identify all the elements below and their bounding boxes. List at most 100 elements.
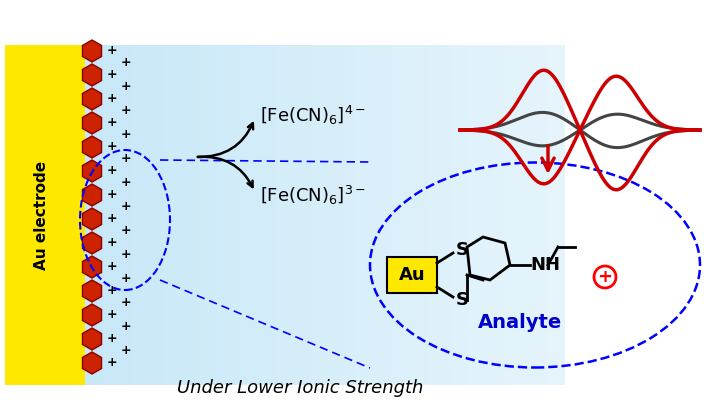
Text: +: + (107, 309, 117, 322)
Polygon shape (83, 88, 102, 110)
Text: +: + (121, 57, 131, 70)
Text: +: + (598, 268, 613, 286)
Text: [Fe(CN)$_6$]$^{4-}$: [Fe(CN)$_6$]$^{4-}$ (260, 103, 366, 126)
Bar (169, 45, 175, 385)
Bar (253, 45, 259, 385)
Bar (493, 45, 499, 385)
Bar (145, 45, 151, 385)
Bar (451, 45, 457, 385)
Circle shape (594, 266, 616, 288)
Text: +: + (107, 237, 117, 249)
Bar (235, 45, 241, 385)
Bar (505, 45, 511, 385)
Text: +: + (107, 45, 117, 58)
Text: S: S (456, 241, 469, 259)
Bar (109, 45, 115, 385)
Bar (541, 45, 547, 385)
Bar (349, 45, 355, 385)
Bar (193, 45, 199, 385)
Bar (5, 45, 85, 385)
Bar (373, 45, 379, 385)
Bar (337, 45, 343, 385)
Text: +: + (121, 153, 131, 166)
Bar (487, 45, 493, 385)
Polygon shape (83, 184, 102, 206)
Polygon shape (83, 112, 102, 134)
Bar (559, 45, 565, 385)
Bar (241, 45, 247, 385)
Text: +: + (107, 68, 117, 81)
Polygon shape (83, 160, 102, 182)
Bar (421, 45, 427, 385)
Text: +: + (121, 345, 131, 358)
Text: +: + (121, 273, 131, 286)
Bar (387, 257, 437, 293)
Bar (523, 45, 529, 385)
Bar (259, 45, 265, 385)
Bar (277, 45, 283, 385)
Text: +: + (121, 224, 131, 237)
Bar (307, 45, 313, 385)
Bar (475, 45, 481, 385)
Bar (499, 45, 505, 385)
Bar (97, 45, 103, 385)
Bar (133, 45, 139, 385)
Bar (391, 45, 397, 385)
Bar (187, 45, 193, 385)
Bar (457, 45, 463, 385)
Bar (157, 45, 163, 385)
Bar (91, 45, 97, 385)
Bar (115, 45, 121, 385)
Text: +: + (121, 128, 131, 141)
Bar (445, 45, 451, 385)
Bar (127, 45, 133, 385)
Bar (151, 45, 157, 385)
Bar (367, 45, 373, 385)
Text: +: + (121, 200, 131, 213)
Text: +: + (121, 296, 131, 309)
Polygon shape (83, 328, 102, 350)
Bar (529, 45, 535, 385)
Bar (415, 45, 421, 385)
Text: Analyte: Analyte (478, 313, 562, 333)
Text: +: + (107, 141, 117, 153)
Text: +: + (107, 213, 117, 226)
Text: Au: Au (399, 266, 426, 284)
Text: +: + (121, 320, 131, 333)
Bar (535, 45, 541, 385)
Bar (163, 45, 169, 385)
Text: Au electrode: Au electrode (35, 160, 50, 270)
Polygon shape (83, 136, 102, 158)
Bar (355, 45, 361, 385)
Polygon shape (83, 304, 102, 326)
Bar (511, 45, 517, 385)
Bar (463, 45, 469, 385)
Text: S: S (456, 291, 469, 309)
Bar (379, 45, 385, 385)
Bar (85, 45, 91, 385)
Text: +: + (107, 333, 117, 345)
Bar (397, 45, 403, 385)
Polygon shape (83, 232, 102, 254)
Bar (295, 45, 301, 385)
Text: +: + (121, 177, 131, 190)
Bar (211, 45, 217, 385)
Bar (301, 45, 307, 385)
Bar (331, 45, 337, 385)
Text: Under Lower Ionic Strength: Under Lower Ionic Strength (177, 379, 423, 397)
Bar (265, 45, 271, 385)
Bar (103, 45, 109, 385)
Polygon shape (83, 352, 102, 374)
Bar (181, 45, 187, 385)
Polygon shape (83, 64, 102, 86)
Text: +: + (107, 188, 117, 202)
Bar (553, 45, 559, 385)
Text: +: + (107, 356, 117, 369)
Text: +: + (107, 164, 117, 177)
Bar (433, 45, 439, 385)
Bar (205, 45, 211, 385)
Bar (139, 45, 145, 385)
Bar (481, 45, 487, 385)
Bar (439, 45, 445, 385)
Text: +: + (121, 249, 131, 262)
